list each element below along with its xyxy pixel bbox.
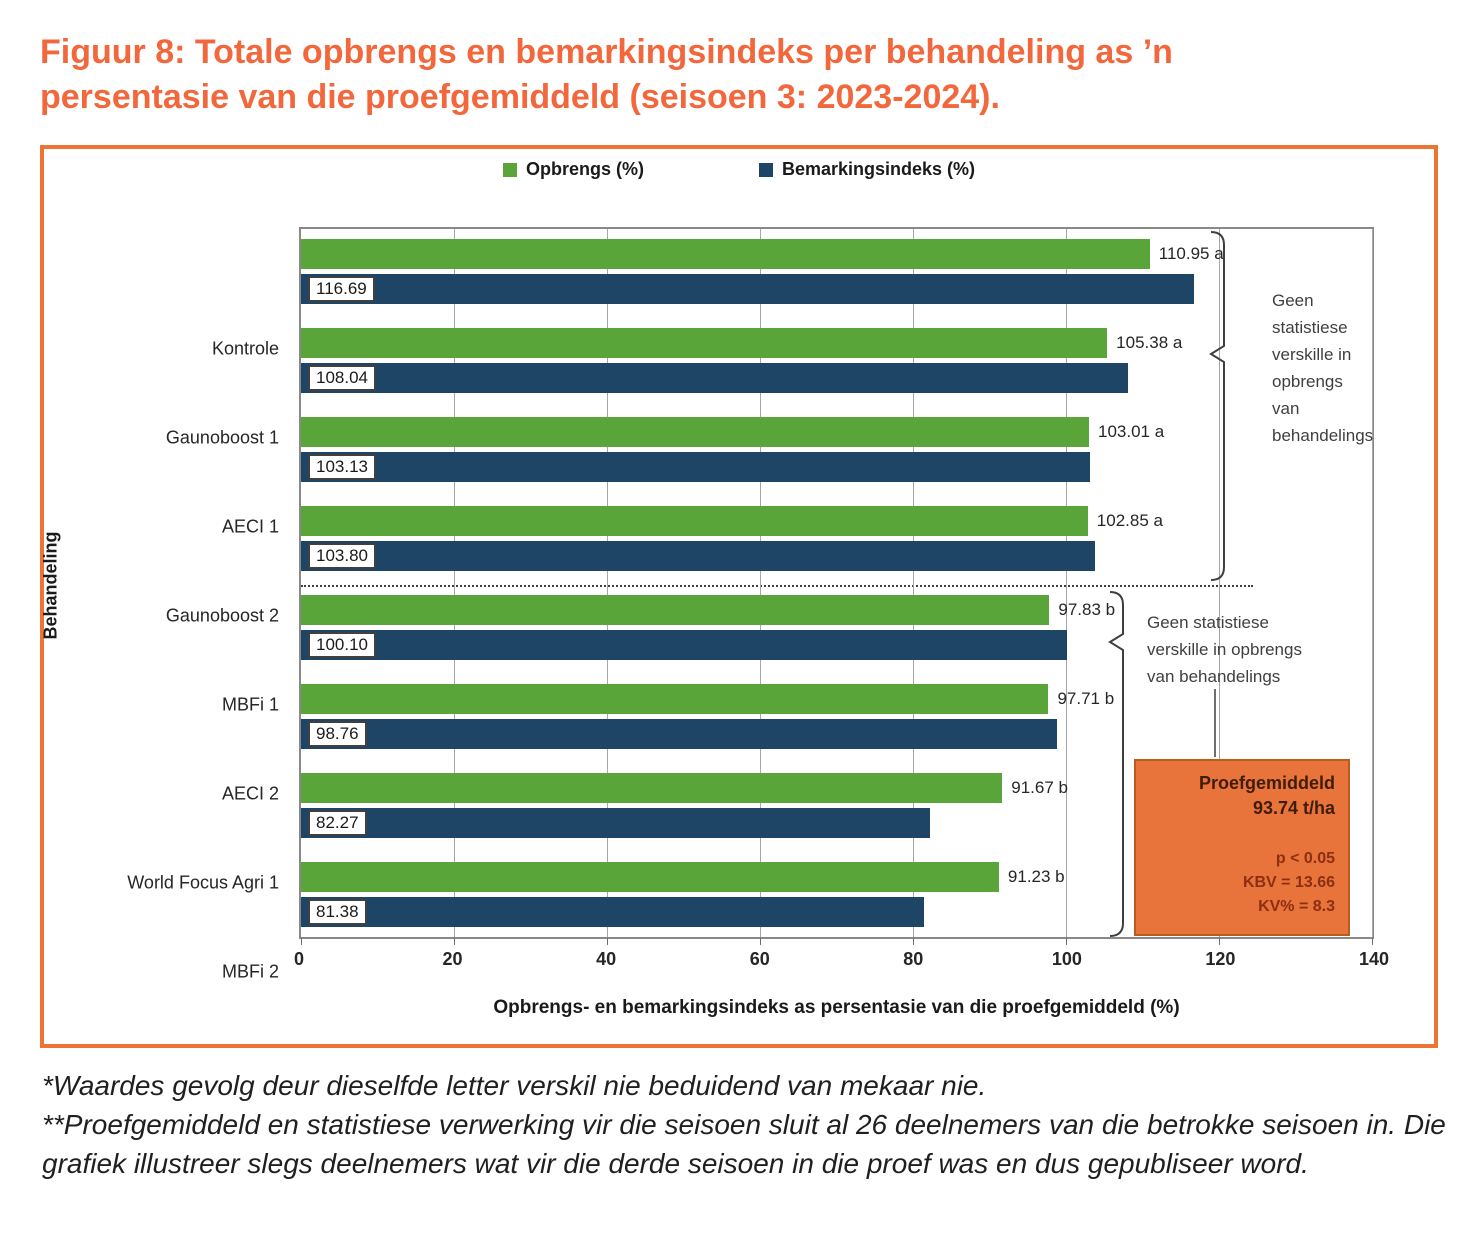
bemarkingsindeks-value-label: 103.80 bbox=[308, 543, 376, 569]
gridline bbox=[607, 229, 608, 937]
gridline bbox=[760, 229, 761, 937]
opbrengs-bar bbox=[301, 862, 999, 892]
legend-item: Bemarkingsindeks (%) bbox=[758, 159, 976, 180]
group-a-bracket bbox=[1209, 231, 1225, 581]
x-tick-label: 40 bbox=[596, 949, 617, 969]
bemarkingsindeks-value-label: 108.04 bbox=[308, 365, 376, 391]
category-label: Gaunoboost 2 bbox=[165, 605, 279, 626]
category-label: AECI 2 bbox=[221, 783, 279, 804]
bemarkingsindeks-bar bbox=[301, 897, 924, 927]
category-label: World Focus Agri 1 bbox=[127, 872, 279, 893]
bemarkingsindeks-legend-swatch-icon bbox=[758, 162, 773, 177]
chart-legend: Opbrengs (%) Bemarkingsindeks (%) bbox=[44, 159, 1434, 180]
bemarkingsindeks-bar bbox=[301, 719, 1057, 749]
tick-mark bbox=[454, 938, 455, 945]
x-tick-label: 80 bbox=[903, 949, 924, 969]
trial-mean-title: Proefgemiddeld bbox=[1198, 773, 1335, 793]
bemarkingsindeks-value-label: 81.38 bbox=[308, 899, 367, 925]
gridline bbox=[913, 229, 914, 937]
figure-frame: Opbrengs (%) Bemarkingsindeks (%) Behande… bbox=[40, 145, 1438, 1048]
plot-area: 110.95 a 116.69 105.38 a 108.04 103.01 a 103.… bbox=[299, 227, 1374, 945]
opbrengs-bar bbox=[301, 773, 1003, 803]
legend-label: Bemarkingsindeks (%) bbox=[781, 159, 976, 179]
group-b-annotation: Geen statistiese verskille in opbrengs v… bbox=[1147, 613, 1302, 686]
tick-mark bbox=[607, 938, 608, 945]
category-label: MBFi 2 bbox=[221, 961, 279, 982]
category-label: Gaunoboost 1 bbox=[165, 427, 279, 448]
annotation-connector-line bbox=[1214, 689, 1216, 757]
bemarkingsindeks-bar bbox=[301, 630, 1067, 660]
category-label: AECI 1 bbox=[221, 516, 279, 537]
gridline bbox=[1219, 229, 1220, 937]
category-label: MBFi 1 bbox=[221, 694, 279, 715]
bemarkingsindeks-bar bbox=[301, 274, 1194, 304]
opbrengs-bar bbox=[301, 595, 1050, 625]
opbrengs-value-label: 110.95 a bbox=[1158, 244, 1224, 263]
opbrengs-value-label: 102.85 a bbox=[1096, 511, 1163, 530]
bemarkingsindeks-bar bbox=[301, 808, 931, 838]
bemarkingsindeks-bar bbox=[301, 541, 1096, 571]
x-tick-label: 60 bbox=[749, 949, 770, 969]
x-axis-title: Opbrengs- en bemarkingsindeks as persent… bbox=[493, 997, 1180, 1018]
opbrengs-bar bbox=[301, 684, 1049, 714]
bemarkingsindeks-value-label: 103.13 bbox=[308, 454, 376, 480]
x-tick-label: 100 bbox=[1051, 949, 1082, 969]
x-axis-ticks: 0 20 40 60 80 100 120 140 bbox=[294, 949, 1389, 973]
opbrengs-value-label: 103.01 a bbox=[1098, 422, 1165, 441]
tick-mark bbox=[913, 938, 914, 945]
bemarkingsindeks-value-label: 116.69 bbox=[308, 276, 375, 302]
bemarkingsindeks-value-label: 82.27 bbox=[308, 810, 367, 836]
tick-mark bbox=[301, 938, 302, 945]
gridline bbox=[454, 229, 455, 937]
bemarkingsindeks-value-label: 100.10 bbox=[308, 632, 376, 658]
opbrengs-bar bbox=[301, 239, 1150, 269]
legend-item: Opbrengs (%) bbox=[502, 159, 644, 180]
tick-mark bbox=[1066, 938, 1067, 945]
trial-mean-box: Proefgemiddeld 93.74 t/ha p < 0.05 KBV =… bbox=[1134, 759, 1350, 936]
footnote-1: *Waardes gevolg deur dieselfde letter ve… bbox=[42, 1070, 987, 1101]
opbrengs-value-label: 91.67 b bbox=[1011, 778, 1068, 797]
opbrengs-value-label: 97.71 b bbox=[1057, 689, 1115, 708]
opbrengs-value-label: 91.23 b bbox=[1007, 867, 1065, 886]
opbrengs-legend-swatch-icon bbox=[502, 162, 517, 177]
x-tick-label: 140 bbox=[1358, 949, 1390, 969]
opbrengs-value-label: 105.38 a bbox=[1116, 333, 1183, 352]
gridline bbox=[1372, 229, 1373, 937]
footnote-2: **Proefgemiddeld en statistiese verwerki… bbox=[42, 1109, 1446, 1179]
category-labels: Kontrole Gaunoboost 1 AECI 1 Gaunoboost 2 MB… bbox=[44, 227, 289, 982]
group-b-bracket bbox=[1108, 591, 1124, 937]
bemarkingsindeks-value-label: 98.76 bbox=[308, 721, 367, 747]
x-tick-label: 20 bbox=[442, 949, 463, 969]
tick-mark bbox=[760, 938, 761, 945]
group-divider-line bbox=[301, 585, 1253, 587]
figure-title: Figuur 8: Totale opbrengs en bemarkingsi… bbox=[40, 33, 1173, 116]
trial-mean-value: 93.74 t/ha bbox=[1252, 798, 1335, 818]
x-tick-label: 120 bbox=[1205, 949, 1236, 969]
opbrengs-bar bbox=[301, 328, 1108, 358]
opbrengs-bar bbox=[301, 417, 1090, 447]
x-tick-label: 0 bbox=[293, 949, 305, 969]
group-a-annotation: Geen statistiese verskille in opbrengs v… bbox=[1272, 291, 1374, 445]
footnotes: *Waardes gevolg deur dieselfde letter ve… bbox=[42, 1066, 1447, 1183]
bemarkingsindeks-bar bbox=[301, 363, 1128, 393]
opbrengs-bar bbox=[301, 506, 1088, 536]
tick-mark bbox=[1219, 938, 1220, 945]
trial-stats: p < 0.05 KBV = 13.66 KV% = 8.3 bbox=[1242, 850, 1335, 915]
opbrengs-value-label: 97.83 b bbox=[1058, 600, 1116, 619]
bemarkingsindeks-bar bbox=[301, 452, 1090, 482]
gridline bbox=[1066, 229, 1067, 937]
legend-label: Opbrengs (%) bbox=[525, 159, 644, 179]
category-label: Kontrole bbox=[211, 338, 279, 359]
tick-mark bbox=[1372, 938, 1373, 945]
